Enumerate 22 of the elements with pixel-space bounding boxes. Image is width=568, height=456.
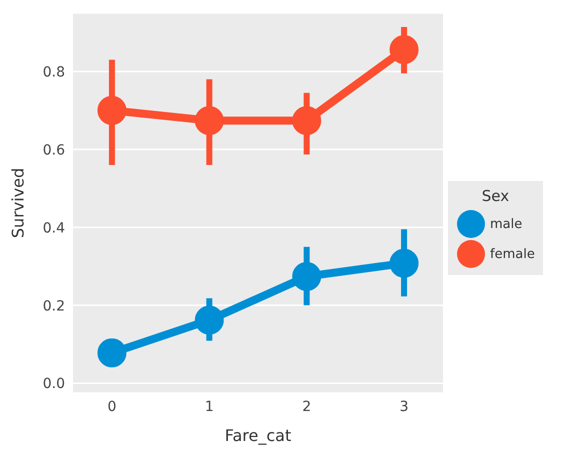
point: [292, 262, 322, 291]
x-tick-label: 1: [204, 398, 214, 415]
y-tick-label: 0.4: [42, 220, 66, 236]
point: [390, 248, 419, 278]
legend-title: Sex: [480, 187, 510, 205]
point: [390, 35, 419, 64]
x-tick-label: 2: [302, 398, 312, 415]
point: [292, 106, 322, 136]
point: [194, 306, 224, 335]
x-axis-title: Fare_cat: [224, 426, 292, 445]
y-tick-label: 0.6: [42, 142, 66, 158]
legend-label: female: [490, 246, 535, 262]
legend-label: male: [490, 216, 522, 232]
point: [97, 96, 126, 125]
y-tick-label: 0.0: [42, 376, 65, 392]
point: [194, 106, 224, 136]
x-tick-label: 0: [107, 398, 116, 415]
x-tick-label: 3: [400, 398, 409, 415]
point: [97, 338, 126, 368]
y-tick-label: 0.8: [42, 64, 65, 80]
y-axis-title: Survived: [8, 168, 28, 238]
y-tick-label: 0.2: [42, 298, 65, 314]
